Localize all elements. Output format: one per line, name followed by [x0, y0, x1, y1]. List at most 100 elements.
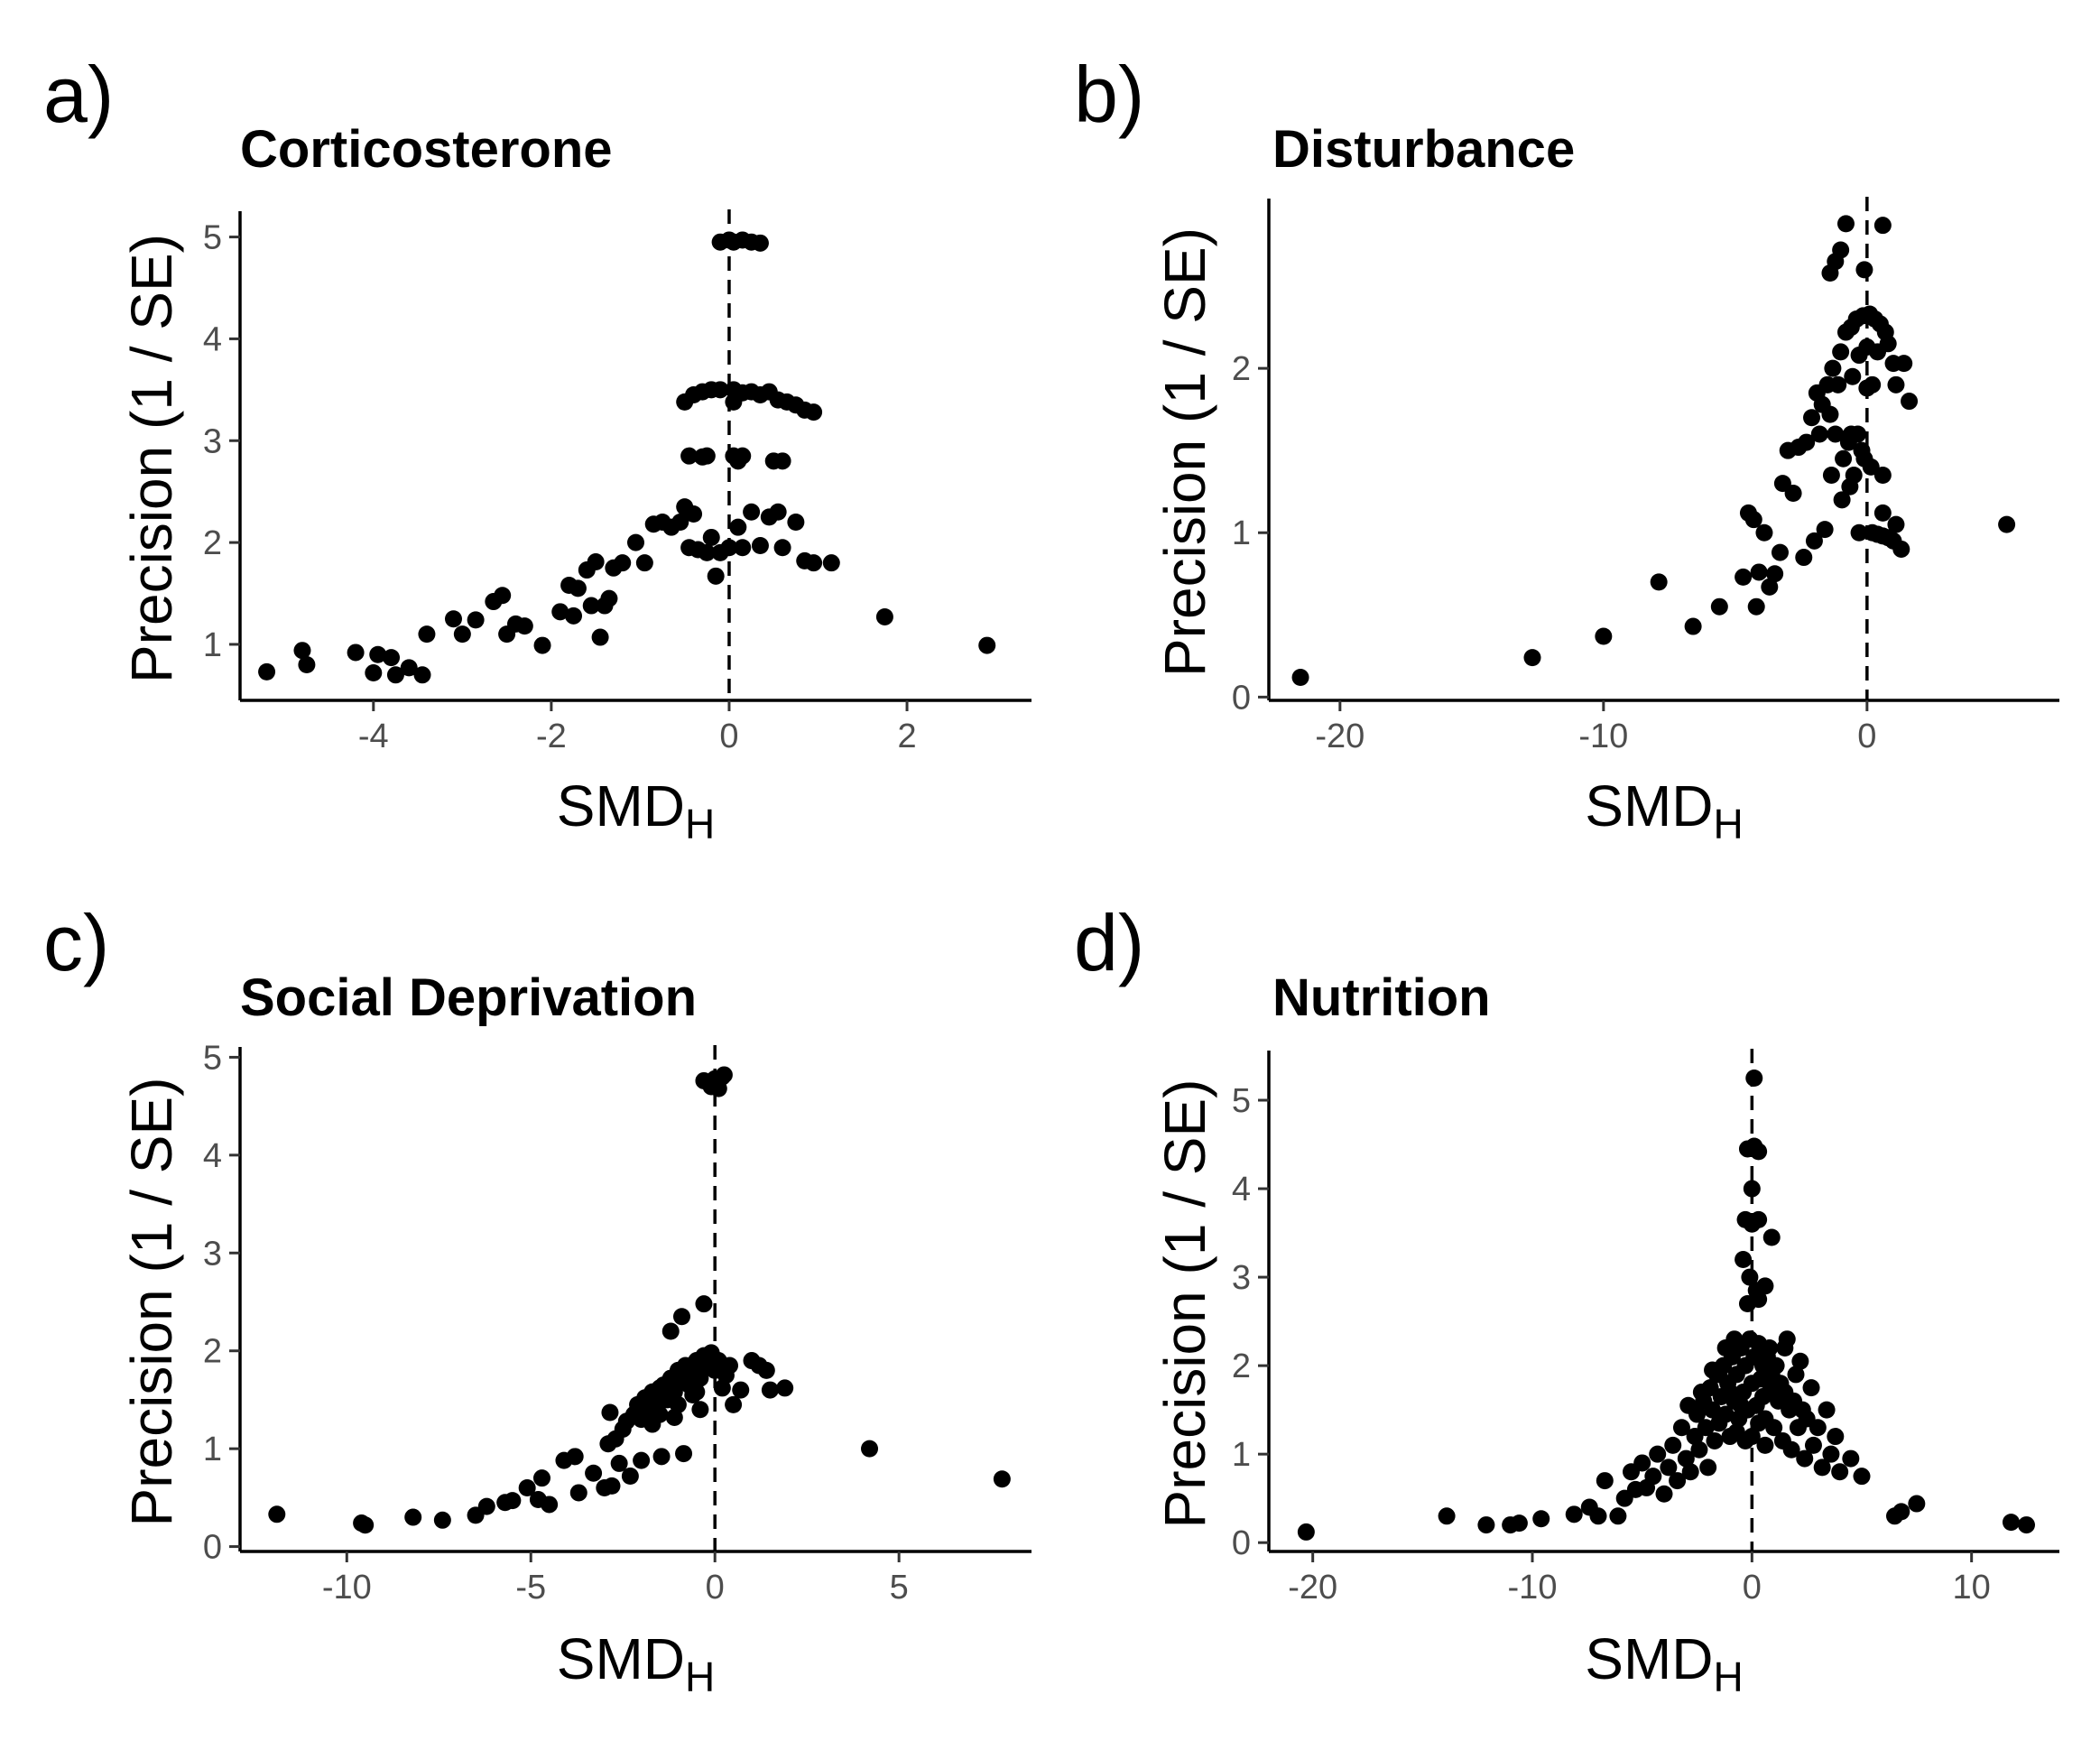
data-point	[383, 649, 401, 667]
data-point	[680, 447, 698, 465]
panel-1: a) Corticosterone Precision (1 / SE) SMDH -4…	[43, 50, 1031, 847]
data-point	[1750, 1210, 1768, 1228]
data-point	[1901, 393, 1919, 411]
x-tick-label: -5	[515, 1569, 546, 1607]
data-point	[404, 1508, 422, 1526]
data-point	[751, 234, 769, 252]
data-point	[665, 1408, 683, 1426]
data-point	[1565, 1505, 1583, 1523]
x-tick-label: -10	[1508, 1569, 1558, 1607]
data-point	[551, 603, 569, 621]
data-point	[1805, 532, 1823, 550]
data-point	[1523, 649, 1541, 667]
y-tick-label: 2	[1232, 350, 1251, 388]
data-point	[494, 587, 512, 605]
data-point	[413, 666, 431, 684]
y-tick-label: 4	[203, 320, 222, 358]
data-point	[515, 617, 533, 635]
data-point	[621, 1468, 639, 1486]
data-point	[1879, 335, 1897, 353]
x-tick-label: -10	[322, 1569, 372, 1607]
data-point	[1706, 1431, 1724, 1449]
data-point	[635, 554, 653, 572]
data-point	[651, 1393, 669, 1411]
data-point	[1765, 1379, 1783, 1397]
y-tick-label: 0	[203, 1529, 222, 1567]
data-point	[685, 505, 703, 523]
panel-title: Disturbance	[1272, 120, 1575, 179]
data-point	[1677, 1449, 1695, 1468]
data-point	[565, 607, 583, 625]
data-point	[1750, 1143, 1768, 1161]
x-tick-label: -10	[1578, 718, 1628, 755]
data-point	[1735, 1250, 1753, 1268]
data-point	[698, 543, 716, 561]
data-point	[1477, 1516, 1495, 1534]
data-point	[1824, 359, 1842, 377]
x-axis-label: SMDH	[1585, 773, 1743, 847]
data-point	[822, 554, 840, 572]
data-point	[418, 625, 436, 644]
data-point	[1761, 578, 1779, 596]
data-point	[757, 1361, 775, 1379]
y-tick-label: 2	[203, 524, 222, 562]
data-point	[1655, 1485, 1673, 1503]
data-point	[298, 656, 316, 674]
data-point	[1649, 1445, 1667, 1463]
data-point	[1297, 1523, 1315, 1541]
data-point	[1716, 1339, 1735, 1357]
data-point	[1755, 523, 1773, 542]
x-tick-label: 0	[706, 1569, 725, 1607]
x-axis-label: SMDH	[1585, 1626, 1743, 1700]
data-point	[1827, 425, 1845, 443]
y-tick-label: 3	[203, 1235, 222, 1273]
data-point	[603, 1477, 621, 1495]
data-point	[652, 1448, 671, 1466]
panel-tag: d)	[1074, 898, 1144, 987]
y-tick-label: 1	[1232, 514, 1251, 552]
data-point	[1771, 543, 1789, 561]
data-point	[1998, 515, 2016, 533]
x-axis-label-main: SMD	[1585, 1626, 1713, 1691]
data-point	[1684, 617, 1702, 635]
y-tick-label: 1	[1232, 1436, 1251, 1474]
y-tick-label: 4	[203, 1137, 222, 1175]
data-point	[729, 518, 747, 536]
data-point	[1798, 433, 1816, 451]
y-axis-label: Precision (1 / SE)	[1152, 1079, 1217, 1529]
data-point	[743, 503, 761, 521]
data-point	[1510, 1514, 1528, 1533]
data-point	[591, 628, 609, 646]
y-tick-label: 1	[203, 1431, 222, 1468]
data-point	[1809, 1419, 1827, 1437]
x-axis-label: SMDH	[557, 1626, 715, 1700]
data-point	[1765, 1419, 1783, 1437]
data-point	[1690, 1440, 1708, 1459]
x-axis-label: SMDH	[557, 773, 715, 847]
data-point	[698, 447, 716, 465]
data-point	[268, 1505, 286, 1523]
data-point	[1681, 1463, 1699, 1481]
data-point	[433, 1511, 451, 1529]
data-point	[400, 659, 418, 677]
data-point	[601, 1403, 619, 1422]
data-point	[1813, 1459, 1831, 1477]
data-point	[1438, 1507, 1456, 1525]
panel-tag: b)	[1074, 50, 1144, 139]
data-point	[1829, 375, 1847, 394]
data-point	[805, 403, 823, 421]
y-tick-label: 3	[1232, 1259, 1251, 1297]
y-axis-label: Precision (1 / SE)	[119, 1078, 184, 1527]
panel-tag: a)	[43, 50, 114, 139]
y-tick-label: 2	[1232, 1347, 1251, 1385]
data-point	[1721, 1384, 1739, 1402]
data-point	[1756, 1436, 1774, 1454]
data-point	[720, 539, 738, 557]
data-point	[614, 554, 632, 572]
data-point	[1699, 1459, 1717, 1477]
data-point	[1845, 466, 1863, 484]
data-point	[675, 1445, 693, 1463]
data-point	[1884, 532, 1902, 550]
data-point	[1842, 1449, 1860, 1468]
